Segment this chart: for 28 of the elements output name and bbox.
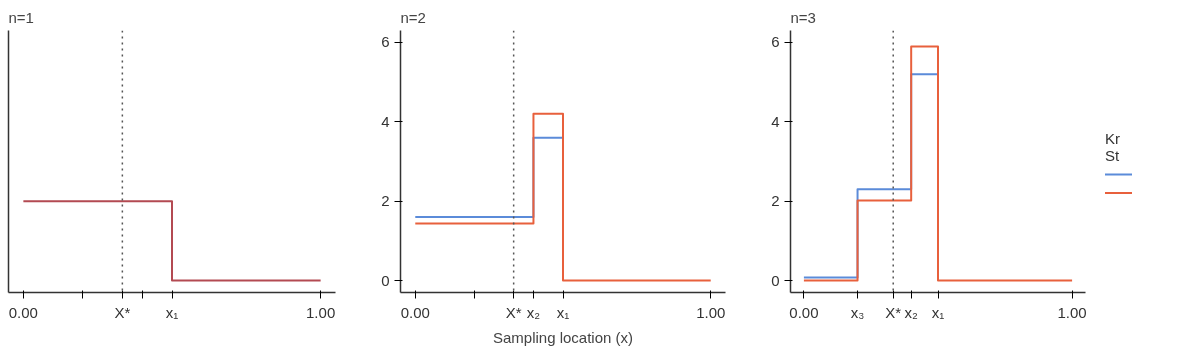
chart-title: n=1 [8, 8, 34, 26]
x-tick-label: X* [114, 303, 131, 321]
x-tick-label: 0.00 [789, 303, 819, 321]
y-tick-label: 4 [381, 112, 390, 130]
x-tick-label: 1.00 [306, 303, 336, 321]
x-tick-label: 0.00 [400, 303, 430, 321]
x-axis-title: Sampling location (x) [492, 328, 634, 346]
legend-title: Kr St [1105, 130, 1120, 165]
chart-title: n=3 [790, 8, 816, 26]
x-tick-label: x₁ [165, 303, 179, 321]
y-tick-label: 4 [771, 112, 780, 130]
y-tick-label: 6 [771, 33, 780, 51]
x-tick-label: x₁ [556, 303, 570, 321]
y-tick-label: 0 [771, 271, 780, 289]
x-tick-label: 1.00 [696, 303, 726, 321]
x-tick-label: X* [505, 303, 522, 321]
y-tick-label: 2 [381, 192, 390, 210]
x-tick-label: X* [885, 303, 902, 321]
y-tick-label: 2 [771, 192, 780, 210]
y-tick-label: 0 [381, 271, 390, 289]
x-tick-label: 1.00 [1057, 303, 1087, 321]
y-tick-label: 6 [381, 33, 390, 51]
x-tick-label: x₂ [904, 303, 919, 321]
x-tick-label: x₃ [850, 303, 865, 321]
x-tick-label: x₂ [526, 303, 541, 321]
x-tick-label: 0.00 [8, 303, 38, 321]
chart-title: n=2 [400, 8, 426, 26]
x-tick-label: x₁ [931, 303, 945, 321]
